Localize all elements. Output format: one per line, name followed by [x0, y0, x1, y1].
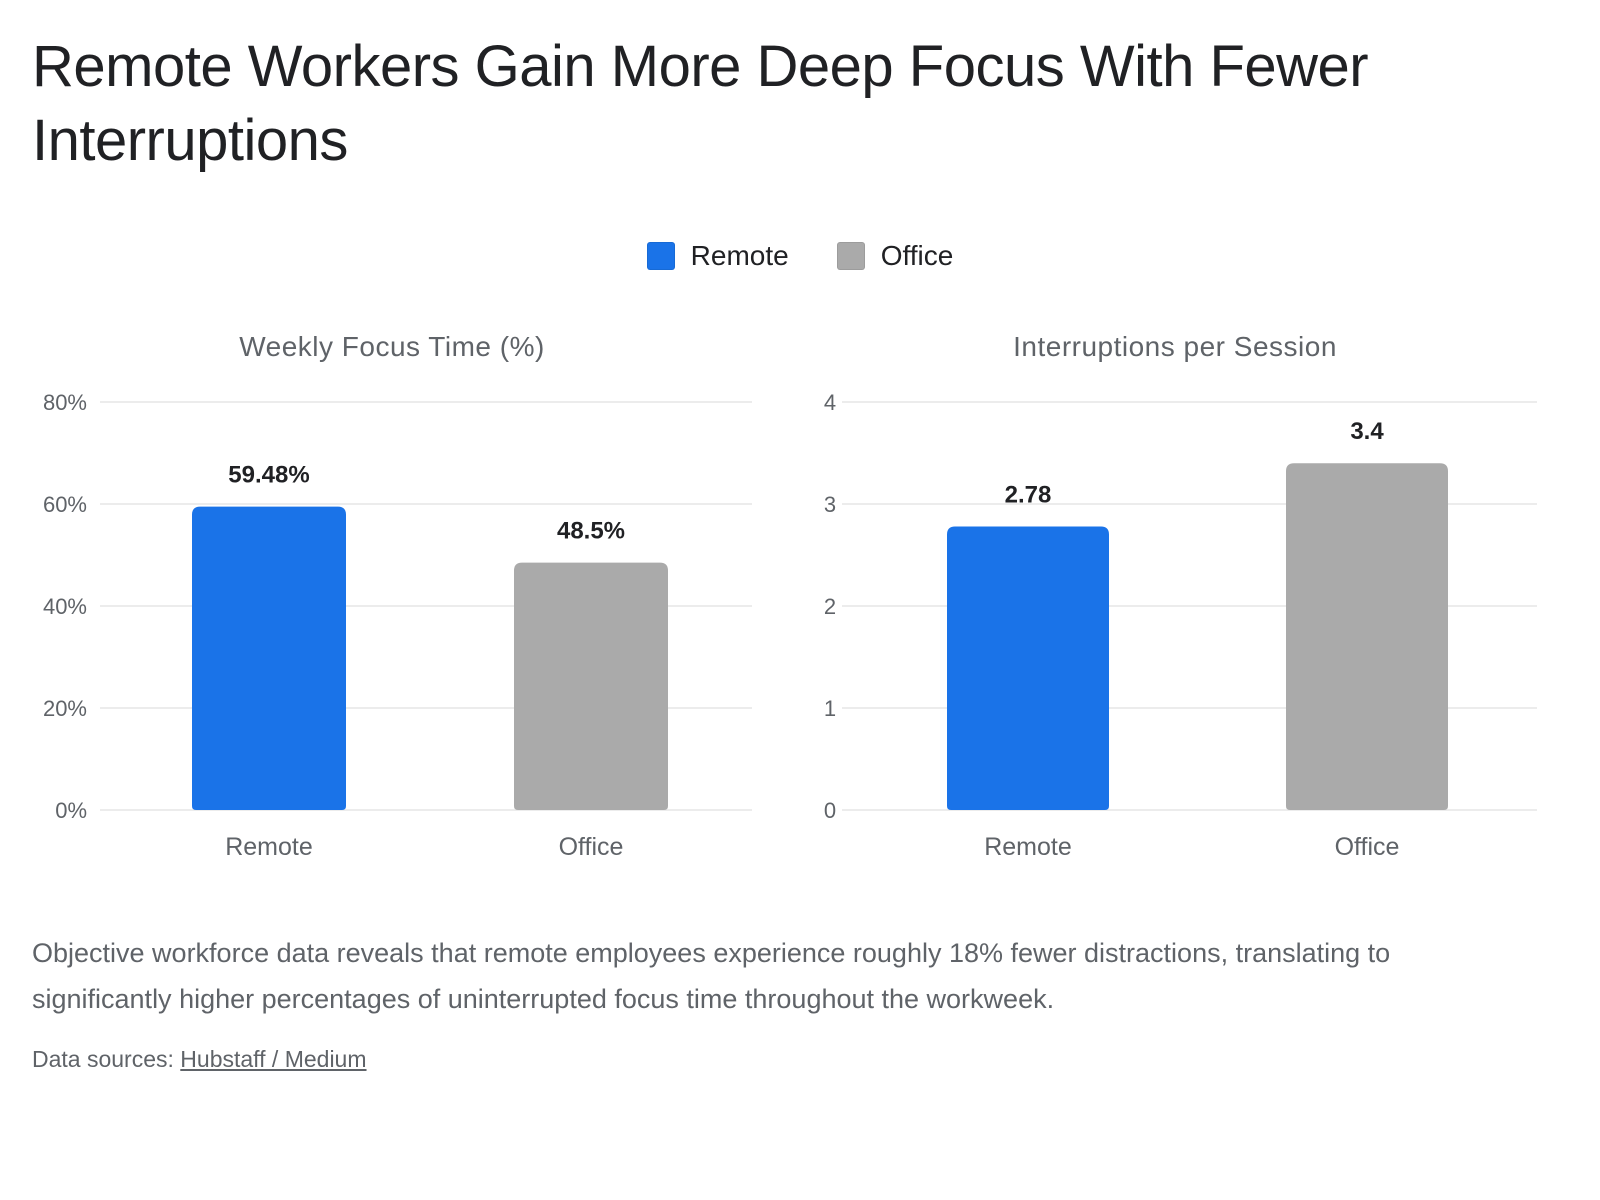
legend-label-remote: Remote	[690, 240, 789, 271]
legend-item-office: Office	[836, 240, 954, 272]
page-title: Remote Workers Gain More Deep Focus With…	[32, 34, 1369, 173]
y-tick-label: 4	[824, 390, 836, 415]
value-label: 2.78	[1005, 481, 1052, 508]
y-tick-label: 2	[824, 594, 836, 619]
focus-time-chart: Weekly Focus Time (%) 0% 20% 40% 60% 80% 59.48…	[43, 331, 752, 861]
panel-title: Interruptions per Session	[1013, 331, 1337, 362]
bar-remote	[947, 526, 1109, 810]
category-label: Office	[559, 833, 624, 861]
y-tick-label: 20%	[43, 696, 87, 721]
value-label: 48.5%	[557, 518, 625, 545]
legend-label-office: Office	[880, 240, 954, 271]
value-label: 3.4	[1350, 418, 1384, 445]
legend-swatch-remote	[646, 242, 675, 270]
sources-link[interactable]: Hubstaff / Medium	[180, 1046, 367, 1072]
y-tick-label: 80%	[43, 390, 87, 415]
bar-remote	[192, 506, 346, 810]
y-tick-label: 0	[824, 798, 836, 823]
legend-item-remote: Remote	[646, 240, 789, 272]
category-label: Remote	[225, 833, 313, 861]
value-label: 59.48%	[228, 462, 309, 489]
chart-description: Objective workforce data reveals that re…	[32, 938, 1391, 1014]
y-tick-label: 3	[824, 492, 836, 517]
bar-office	[514, 562, 668, 810]
bar-office	[1286, 463, 1448, 810]
category-label: Office	[1335, 833, 1400, 861]
sources-prefix: Data sources:	[32, 1046, 181, 1072]
panel-title: Weekly Focus Time (%)	[239, 331, 545, 362]
bar-charts: Weekly Focus Time (%) 0% 20% 40% 60% 80% 59.48…	[43, 331, 1537, 861]
y-tick-label: 60%	[43, 492, 87, 517]
category-label: Remote	[984, 833, 1072, 861]
legend-swatch-office	[836, 242, 865, 270]
y-tick-label: 1	[824, 696, 836, 721]
interruptions-chart: Interruptions per Session 0 1 2 3 4 2.78 Remote…	[824, 331, 1537, 861]
data-sources: Data sources: Hubstaff / Medium	[32, 1046, 367, 1073]
y-tick-label: 0%	[55, 798, 87, 823]
chart-legend: Remote Office	[0, 240, 1600, 272]
y-tick-label: 40%	[43, 594, 87, 619]
